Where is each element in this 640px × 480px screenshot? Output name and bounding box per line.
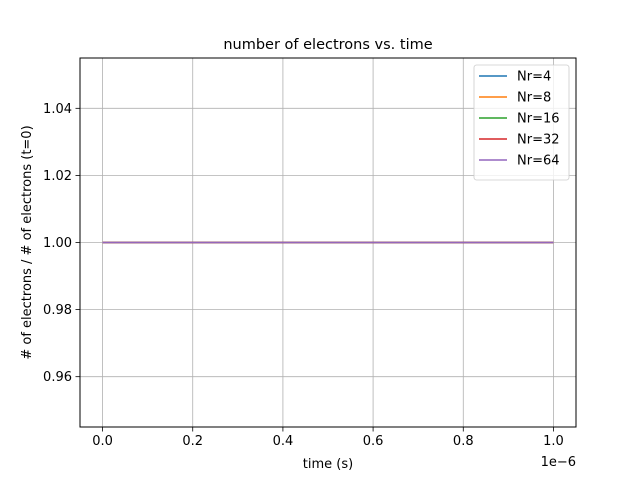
- x-tick-label: 0.2: [182, 434, 203, 449]
- x-axis-label: time (s): [303, 457, 353, 472]
- x-tick-label: 1.0: [543, 434, 564, 449]
- y-tick-label: 1.02: [43, 169, 72, 184]
- x-axis-offset-label: 1e−6: [541, 455, 576, 470]
- x-tick-label: 0.4: [273, 434, 294, 449]
- legend-label: Nr=32: [517, 133, 560, 148]
- x-tick-label: 0.6: [363, 434, 384, 449]
- legend-label: Nr=16: [517, 112, 560, 127]
- chart-title: number of electrons vs. time: [223, 37, 432, 53]
- y-tick-label: 1.00: [43, 236, 72, 251]
- y-axis-ticks: 0.96 0.98 1.00 1.02 1.04: [43, 102, 80, 385]
- legend-label: Nr=8: [517, 91, 551, 106]
- x-tick-label: 0.8: [453, 434, 474, 449]
- y-tick-label: 0.96: [43, 370, 72, 385]
- y-tick-label: 0.98: [43, 303, 72, 318]
- legend-frame: [473, 64, 570, 181]
- x-tick-label: 0.0: [92, 434, 113, 449]
- y-axis-label: # of electrons / # of electrons (t=0): [20, 125, 35, 359]
- legend-label: Nr=4: [517, 70, 551, 85]
- legend-label: Nr=64: [517, 154, 560, 169]
- x-axis-ticks: 0.0 0.2 0.4 0.6 0.8 1.0: [92, 427, 564, 449]
- legend: Nr=4 Nr=8 Nr=16 Nr=32 Nr=64: [473, 64, 570, 181]
- y-tick-label: 1.04: [43, 102, 72, 117]
